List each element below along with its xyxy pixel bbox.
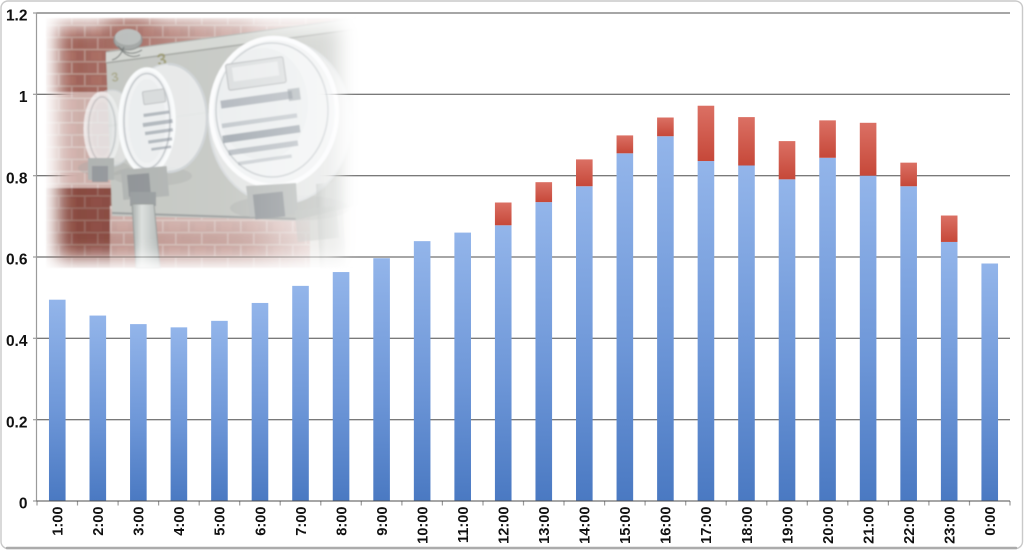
svg-text:3:00: 3:00 <box>132 507 148 536</box>
svg-text:9:00: 9:00 <box>375 507 391 536</box>
svg-text:19:00: 19:00 <box>780 507 796 544</box>
svg-text:12:00: 12:00 <box>497 507 513 544</box>
svg-text:17:00: 17:00 <box>699 507 715 544</box>
svg-text:0.4: 0.4 <box>6 333 28 350</box>
svg-text:0:00: 0:00 <box>983 507 999 536</box>
svg-text:7:00: 7:00 <box>294 507 310 536</box>
svg-text:0: 0 <box>19 496 28 513</box>
svg-text:20:00: 20:00 <box>821 507 837 544</box>
svg-text:6:00: 6:00 <box>253 507 269 536</box>
svg-text:8:00: 8:00 <box>334 507 350 536</box>
svg-text:5:00: 5:00 <box>213 507 229 536</box>
svg-text:15:00: 15:00 <box>618 507 634 544</box>
svg-text:18:00: 18:00 <box>740 507 756 544</box>
svg-text:0.8: 0.8 <box>6 170 28 187</box>
svg-text:4:00: 4:00 <box>172 507 188 536</box>
svg-text:1: 1 <box>19 89 28 106</box>
svg-text:14:00: 14:00 <box>578 507 594 544</box>
svg-text:1.2: 1.2 <box>6 8 28 25</box>
svg-text:10:00: 10:00 <box>415 507 431 544</box>
svg-text:21:00: 21:00 <box>861 507 877 544</box>
svg-text:22:00: 22:00 <box>902 507 918 544</box>
svg-text:0.6: 0.6 <box>6 252 28 269</box>
svg-text:0.2: 0.2 <box>6 414 28 431</box>
svg-text:23:00: 23:00 <box>942 507 958 544</box>
svg-text:16:00: 16:00 <box>659 507 675 544</box>
svg-text:2:00: 2:00 <box>91 507 107 536</box>
svg-text:1:00: 1:00 <box>51 507 67 536</box>
svg-text:11:00: 11:00 <box>456 507 472 544</box>
svg-text:13:00: 13:00 <box>537 507 553 544</box>
